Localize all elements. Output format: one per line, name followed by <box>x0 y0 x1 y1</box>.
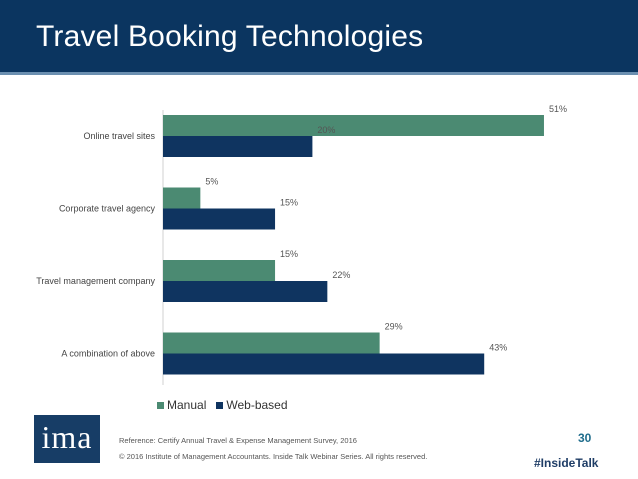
copyright-note: © 2016 Institute of Management Accountan… <box>119 452 428 461</box>
bar-web-based <box>163 208 276 230</box>
bar-web-based <box>163 353 485 375</box>
legend-swatch-web-based <box>216 401 224 409</box>
bar-manual <box>163 332 380 354</box>
bar-chart: Online travel sites 51% 20% Corporate trave… <box>36 104 567 385</box>
bar-web-based <box>163 281 328 302</box>
bar-manual <box>163 115 544 136</box>
data-label: 20% <box>317 125 335 135</box>
data-label: 43% <box>489 343 507 353</box>
data-label: 51% <box>549 104 567 114</box>
bar-manual <box>163 260 276 281</box>
category-label: Travel management company <box>36 276 155 286</box>
legend-item-web-based: Web-based <box>216 398 288 412</box>
data-label: 22% <box>332 270 350 280</box>
title-bar: Travel Booking Technologies <box>0 0 638 75</box>
chart-legend: Manual Web-based <box>157 398 298 412</box>
reference-note: Reference: Certify Annual Travel & Expen… <box>119 436 357 445</box>
legend-label-manual: Manual <box>167 398 207 412</box>
page-number: 30 <box>578 431 592 445</box>
logo-text: ima <box>41 419 93 455</box>
data-label: 29% <box>385 322 403 332</box>
bar-manual <box>163 187 201 209</box>
page-title: Travel Booking Technologies <box>36 20 424 53</box>
bar-web-based <box>163 136 313 157</box>
hashtag: #InsideTalk <box>534 456 599 470</box>
data-label: 15% <box>280 249 298 259</box>
category-label: Corporate travel agency <box>59 204 156 214</box>
legend-swatch-manual <box>157 401 164 409</box>
category-label: Online travel sites <box>83 131 155 141</box>
legend-label-web-based: Web-based <box>226 398 288 412</box>
ima-logo: ima <box>34 415 100 463</box>
legend-item-manual: Manual <box>157 398 206 412</box>
data-label: 5% <box>205 177 218 187</box>
category-label: A combination of above <box>61 349 155 359</box>
data-label: 15% <box>280 198 298 208</box>
